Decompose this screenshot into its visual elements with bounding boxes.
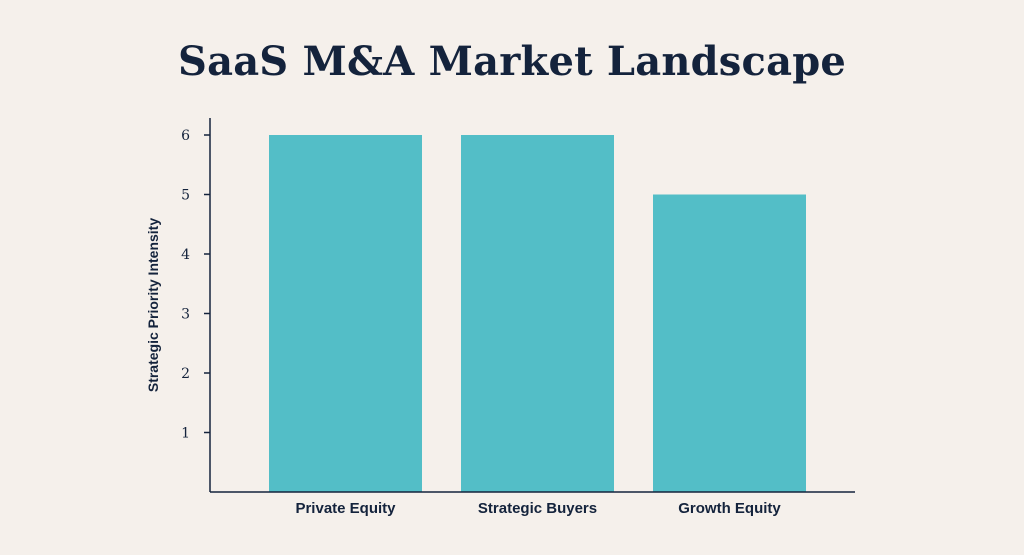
bar-strategic-buyers — [461, 135, 614, 492]
x-category-label: Growth Equity — [678, 500, 781, 517]
bar-private-equity — [269, 135, 422, 492]
y-tick-label: 5 — [181, 188, 190, 204]
bars-group — [269, 135, 806, 492]
x-category-label: Strategic Buyers — [478, 500, 597, 517]
y-tick-label: 4 — [181, 247, 190, 263]
y-tick-label: 3 — [181, 307, 190, 323]
y-ticks-group: 1 2 3 4 5 6 — [181, 128, 210, 442]
y-axis-title: Strategic Priority Intensity — [145, 218, 161, 392]
y-tick-label: 2 — [181, 366, 190, 382]
x-labels-group: Private Equity Strategic Buyers Growth Equ… — [295, 500, 781, 517]
chart-title: SaaS M&A Market Landscape — [177, 38, 847, 85]
bar-growth-equity — [653, 194, 806, 492]
x-category-label: Private Equity — [295, 500, 396, 517]
y-tick-label: 1 — [181, 426, 190, 442]
y-tick-label: 6 — [181, 128, 190, 144]
